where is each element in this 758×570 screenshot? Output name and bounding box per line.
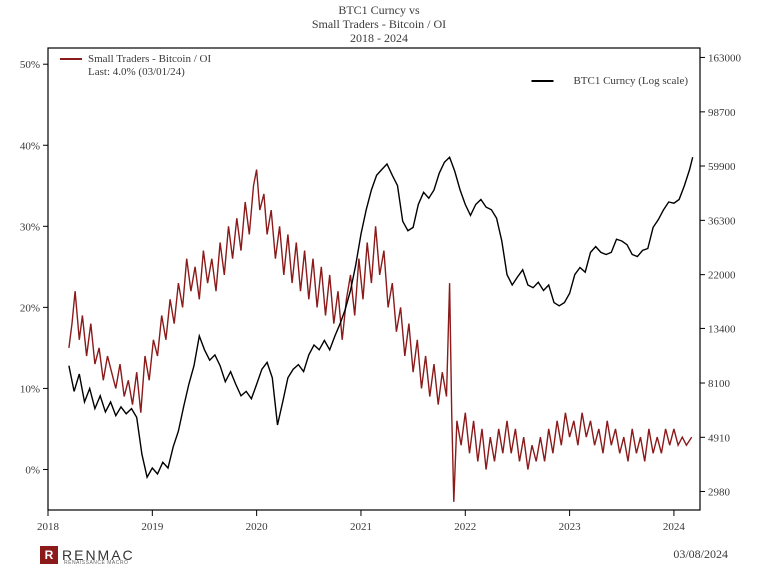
x-tick-label: 2018: [37, 521, 60, 533]
chart-title-line1: BTC1 Curncy vs: [338, 3, 420, 17]
y-left-tick-label: 0%: [25, 464, 40, 476]
y-right-tick-label: 4910: [708, 432, 731, 444]
y-left-tick-label: 30%: [20, 221, 40, 233]
renmac-logo: R RENMAC RENAISSANCE MACRO: [40, 546, 135, 564]
x-tick-label: 2022: [454, 521, 476, 533]
footer-date: 03/08/2024: [673, 547, 728, 562]
y-left-tick-label: 40%: [20, 140, 40, 152]
y-right-tick-label: 59900: [708, 161, 736, 173]
y-right-tick-label: 98700: [708, 107, 736, 119]
y-right-tick-label: 36300: [708, 215, 736, 227]
y-right-tick-label: 22000: [708, 270, 736, 282]
dual-axis-line-chart: BTC1 Curncy vsSmall Traders - Bitcoin / …: [0, 0, 758, 570]
x-tick-label: 2019: [141, 521, 164, 533]
plot-border: [48, 48, 700, 510]
x-tick-label: 2023: [559, 521, 582, 533]
y-right-tick-label: 8100: [708, 378, 731, 390]
x-tick-label: 2024: [663, 521, 686, 533]
legend-left-line1: Small Traders - Bitcoin / OI: [88, 53, 211, 65]
y-right-tick-label: 2980: [708, 486, 731, 498]
y-left-tick-label: 10%: [20, 383, 40, 395]
y-left-tick-label: 50%: [20, 59, 40, 71]
y-right-tick-label: 163000: [708, 52, 742, 64]
x-tick-label: 2021: [350, 521, 372, 533]
logo-subtext: RENAISSANCE MACRO: [64, 560, 128, 566]
chart-title-line3: 2018 - 2024: [350, 31, 408, 45]
series-small-traders: [69, 170, 692, 502]
x-tick-label: 2020: [246, 521, 269, 533]
chart-title-line2: Small Traders - Bitcoin / OI: [312, 17, 446, 31]
legend-left-line2: Last: 4.0% (03/01/24): [88, 66, 185, 78]
logo-icon: R: [40, 546, 58, 564]
legend-right-text: BTC1 Curncy (Log scale): [573, 75, 688, 87]
y-left-tick-label: 20%: [20, 302, 40, 314]
y-right-tick-label: 13400: [708, 323, 736, 335]
